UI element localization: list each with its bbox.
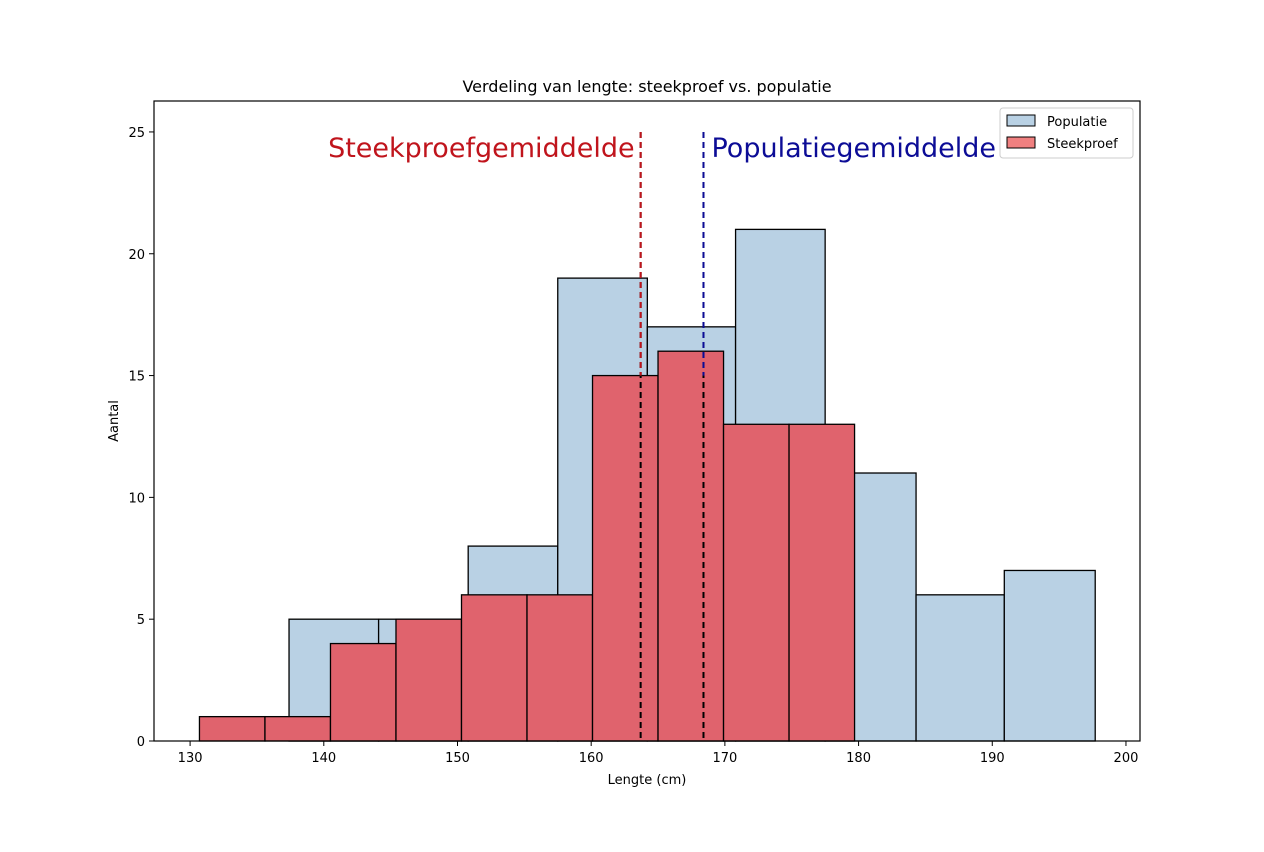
y-tick-label: 25 <box>128 126 145 141</box>
bar-steekproef <box>395 618 463 742</box>
bar-steekproef <box>591 374 659 742</box>
bar-steekproef <box>788 423 856 742</box>
x-tick-label: 160 <box>579 751 604 766</box>
bar-steekproef <box>722 423 790 742</box>
chart-title: Verdeling van lengte: steekproef vs. pop… <box>462 77 831 96</box>
x-tick-label: 200 <box>1114 751 1139 766</box>
bar-steekproef <box>198 715 266 742</box>
legend-swatch-steekproef <box>1006 136 1036 149</box>
bar-steekproef <box>460 594 528 742</box>
x-tick-label: 130 <box>178 751 203 766</box>
x-tick-label: 150 <box>445 751 470 766</box>
plot-frame <box>153 100 1141 742</box>
bar-populatie <box>915 594 1005 742</box>
x-tick-label: 170 <box>712 751 737 766</box>
y-axis-label: Aantal <box>107 400 122 442</box>
y-tick-label: 5 <box>137 613 145 628</box>
y-tick-label: 10 <box>128 491 145 506</box>
bar-steekproef <box>657 350 725 742</box>
mean-annotation: Populatiegemiddelde <box>711 133 996 164</box>
bar-steekproef <box>329 642 397 742</box>
legend: Populatie Steekproef <box>999 107 1134 159</box>
bar-steekproef <box>264 715 332 742</box>
y-tick-label: 15 <box>128 370 145 385</box>
legend-swatch-populatie <box>1006 114 1036 127</box>
legend-label-populatie: Populatie <box>1047 115 1107 130</box>
x-axis-label: Lengte (cm) <box>608 773 687 788</box>
mean-annotation: Steekproefgemiddelde <box>328 133 635 164</box>
y-tick-label: 20 <box>128 248 145 263</box>
x-tick-label: 140 <box>311 751 336 766</box>
x-tick-label: 190 <box>980 751 1005 766</box>
x-tick-label: 180 <box>846 751 871 766</box>
legend-label-steekproef: Steekproef <box>1047 137 1118 152</box>
bar-populatie <box>1003 569 1096 742</box>
y-tick-label: 0 <box>137 735 145 750</box>
bar-steekproef <box>526 594 594 742</box>
